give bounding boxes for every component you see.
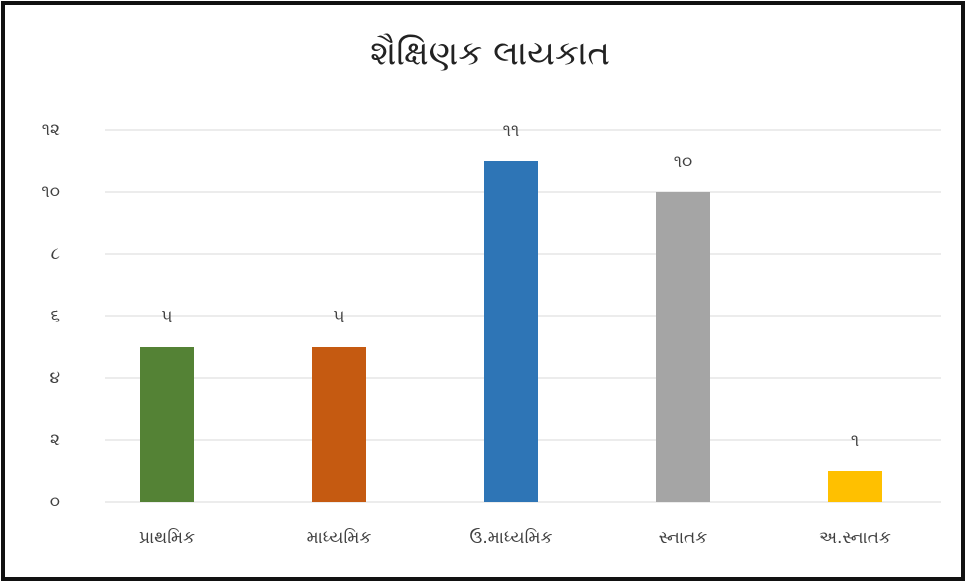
data-label: ૫ [161,307,172,327]
bar [828,471,882,502]
bar [312,347,366,502]
bar [140,347,194,502]
x-tick-label: સ્નાતક [659,528,708,548]
data-label: ૧ [851,431,859,451]
x-tick-label: માધ્યમિક [307,528,372,548]
y-tick-label: ૦ [50,492,60,512]
data-label: ૧૧ [503,121,520,141]
y-tick-label: ૨ [50,430,60,450]
x-tick-label: ઉ.માધ્યમિક [470,528,553,548]
y-tick-label: ૪ [49,368,60,388]
y-tick-label: ૧૦ [41,182,60,202]
data-label: ૧૦ [674,152,693,172]
bar [484,161,538,502]
y-tick-label: ૬ [50,306,60,326]
data-label: ૫ [333,307,344,327]
y-tick-label: ૧૨ [42,120,60,140]
chart-title: શૈક્ષિણક લાયકાત [370,33,610,73]
bar [656,192,710,502]
x-tick-label: અ.સ્નાતક [819,528,891,548]
x-tick-label: પ્રાથમિક [139,528,195,548]
y-tick-label: ૮ [51,244,60,264]
